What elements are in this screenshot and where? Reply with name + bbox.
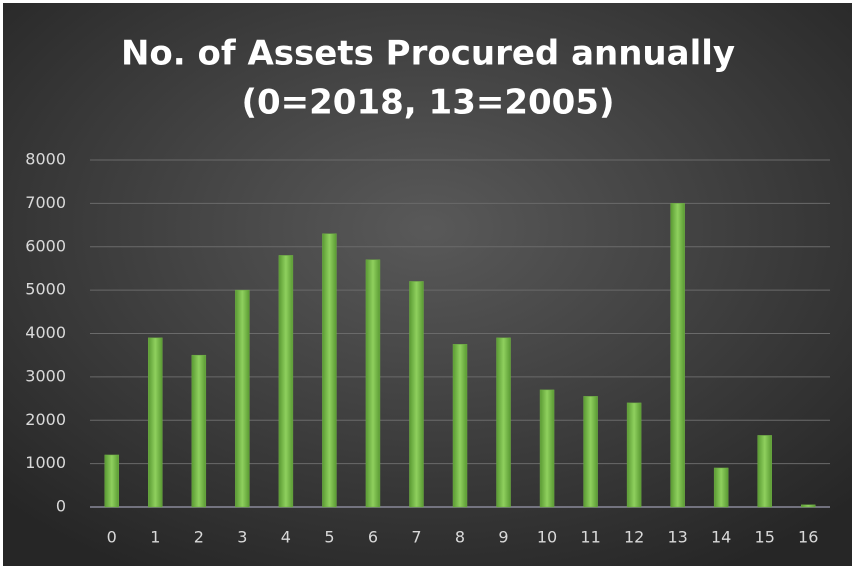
bar bbox=[148, 337, 163, 508]
x-tick-label: 5 bbox=[324, 528, 334, 547]
x-tick-label: 10 bbox=[537, 528, 557, 547]
bar bbox=[452, 344, 468, 508]
bar bbox=[191, 354, 207, 508]
x-tick-label: 0 bbox=[107, 528, 117, 547]
x-tick-label: 13 bbox=[667, 528, 687, 547]
x-tick-label: 11 bbox=[580, 528, 600, 547]
y-tick-label: 1000 bbox=[25, 453, 66, 472]
y-tick-label: 6000 bbox=[25, 236, 66, 255]
bar bbox=[496, 337, 511, 508]
bar bbox=[104, 454, 120, 508]
x-tick-label: 1 bbox=[150, 528, 160, 547]
bar bbox=[278, 255, 294, 508]
chart-subtitle: (0=2018, 13=2005) bbox=[241, 83, 614, 123]
y-tick-label: 8000 bbox=[25, 150, 66, 169]
x-tick-label: 14 bbox=[711, 528, 731, 547]
bar bbox=[409, 281, 424, 508]
bar bbox=[235, 289, 250, 508]
y-tick-label: 0 bbox=[56, 497, 66, 516]
bar bbox=[583, 396, 598, 508]
y-tick-label: 3000 bbox=[25, 366, 66, 385]
bar bbox=[757, 435, 772, 508]
x-tick-label: 12 bbox=[624, 528, 644, 547]
x-tick-label: 4 bbox=[281, 528, 291, 547]
y-tick-label: 2000 bbox=[25, 410, 66, 429]
x-tick-label: 16 bbox=[798, 528, 818, 547]
y-tick-label: 4000 bbox=[25, 323, 66, 342]
y-tick-label: 7000 bbox=[25, 193, 66, 212]
bar bbox=[800, 504, 816, 508]
y-tick-label: 5000 bbox=[25, 280, 66, 299]
bar bbox=[713, 467, 729, 508]
bar bbox=[626, 402, 642, 508]
x-tick-label: 7 bbox=[411, 528, 421, 547]
bar bbox=[322, 233, 337, 508]
x-tick-label: 8 bbox=[455, 528, 465, 547]
chart-title: No. of Assets Procured annually bbox=[121, 34, 735, 74]
x-tick-label: 15 bbox=[755, 528, 775, 547]
bar bbox=[670, 203, 685, 508]
bar bbox=[539, 389, 555, 508]
x-tick-label: 3 bbox=[237, 528, 247, 547]
bar bbox=[365, 259, 381, 508]
x-tick-label: 9 bbox=[498, 528, 508, 547]
x-tick-label: 2 bbox=[194, 528, 204, 547]
chart-background bbox=[3, 3, 852, 566]
x-tick-label: 6 bbox=[368, 528, 378, 547]
